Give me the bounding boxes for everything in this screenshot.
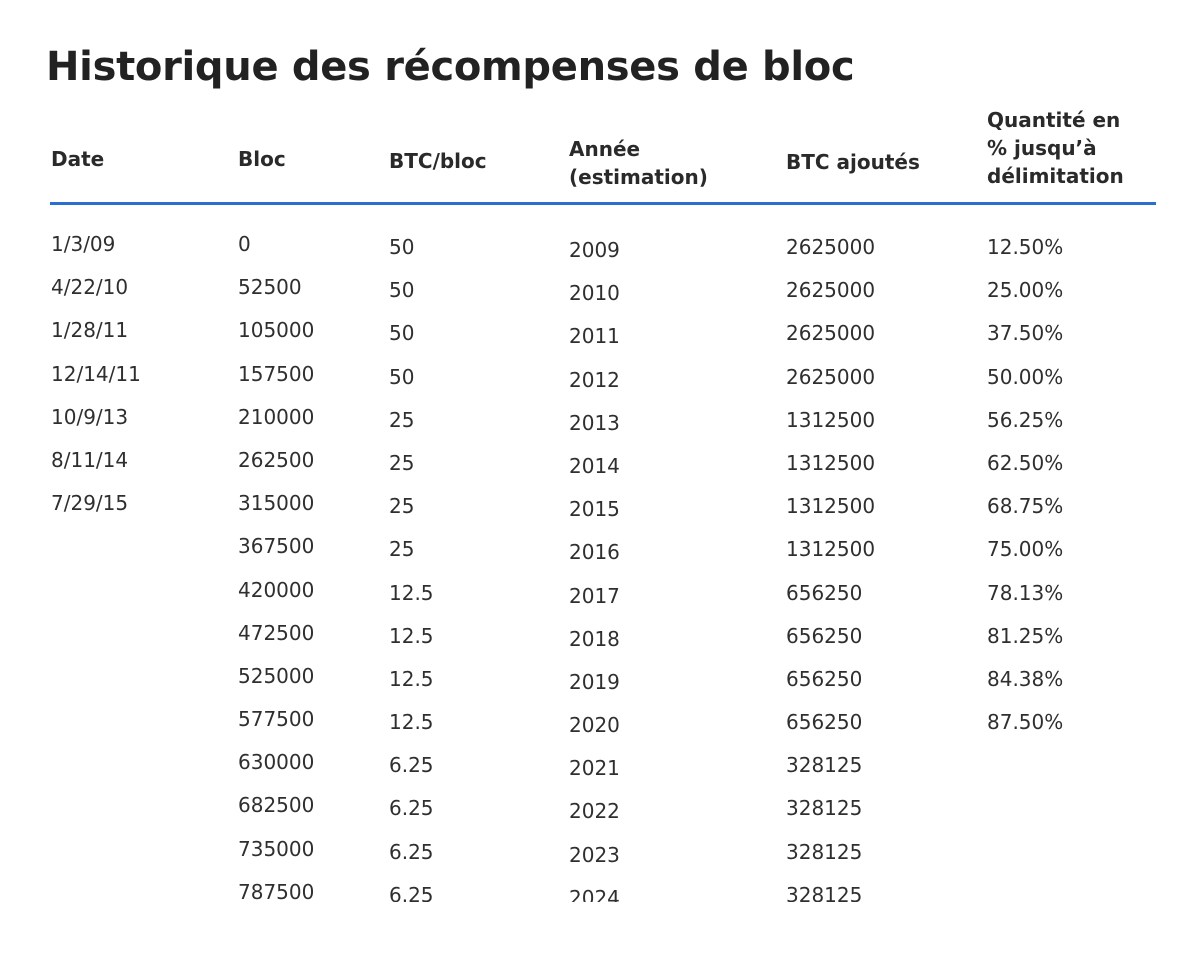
column-date: 1/3/09 4/22/10 1/28/11 12/14/11 10/9/13 8/11/… bbox=[51, 230, 141, 532]
btc-added-cell: 328125 bbox=[786, 796, 863, 821]
date-cell: 7/29/15 bbox=[51, 491, 129, 516]
date-cell: 8/11/14 bbox=[51, 447, 129, 472]
date-cell: 1/28/11 bbox=[51, 318, 129, 343]
year-cell: 2015 bbox=[569, 497, 620, 522]
btc-added-cell: 1312500 bbox=[786, 407, 876, 432]
block-cell: 630000 bbox=[238, 750, 315, 775]
btc-added-cell: 656250 bbox=[786, 710, 863, 735]
block-cell: 0 bbox=[238, 232, 251, 256]
date-cell: 12/14/11 bbox=[51, 361, 141, 386]
btc-per-block-cell: 6.25 bbox=[389, 839, 434, 864]
column-percent: 12.50% 25.00% 37.50% 50.00% 56.25% 62.50% 68.7… bbox=[987, 233, 1063, 751]
btc-per-block-cell: 6.25 bbox=[389, 753, 434, 778]
btc-added-cell: 1312500 bbox=[786, 494, 876, 519]
block-cell: 157500 bbox=[238, 361, 315, 386]
column-header-block: Bloc bbox=[238, 147, 286, 171]
btc-per-block-cell: 50 bbox=[389, 235, 415, 259]
year-cell: 2016 bbox=[569, 540, 620, 565]
column-header-date: Date bbox=[51, 147, 105, 171]
block-cell: 367500 bbox=[238, 534, 315, 559]
btc-per-block-cell: 25 bbox=[389, 494, 415, 519]
percent-cell: 75.00% bbox=[987, 537, 1064, 562]
year-cell: 2011 bbox=[569, 324, 620, 349]
btc-per-block-cell: 25 bbox=[389, 537, 415, 562]
percent-cell: 12.50% bbox=[987, 235, 1064, 259]
bottom-crop-mask bbox=[0, 902, 1200, 970]
btc-added-cell: 2625000 bbox=[786, 278, 876, 303]
block-cell: 420000 bbox=[238, 577, 315, 602]
btc-added-cell: 2625000 bbox=[786, 364, 876, 389]
date-cell: 4/22/10 bbox=[51, 275, 129, 300]
block-cell: 262500 bbox=[238, 447, 315, 472]
btc-added-cell: 656250 bbox=[786, 666, 863, 691]
btc-per-block-cell: 25 bbox=[389, 450, 415, 475]
column-year: 2009 2010 2011 2012 2013 2014 2015 2016 2017 2018… bbox=[569, 236, 620, 927]
column-header-year: Année (estimation) bbox=[569, 137, 708, 189]
year-cell: 2023 bbox=[569, 842, 620, 867]
percent-cell: 62.50% bbox=[987, 450, 1064, 475]
btc-added-cell: 1312500 bbox=[786, 450, 876, 475]
column-btc-per-block: 50 50 50 50 25 25 25 25 12.5 12.5 12.5 12.5 6.25 6.25… bbox=[389, 233, 434, 924]
column-header-btc-per-block: BTC/bloc bbox=[389, 149, 487, 173]
column-block: 0 52500 105000 157500 210000 262500 315000 3675… bbox=[238, 230, 314, 921]
date-cell: 10/9/13 bbox=[51, 404, 129, 429]
block-cell: 735000 bbox=[238, 836, 315, 861]
btc-per-block-cell: 50 bbox=[389, 321, 415, 346]
block-cell: 105000 bbox=[238, 318, 315, 343]
year-cell: 2019 bbox=[569, 669, 620, 694]
block-cell: 52500 bbox=[238, 275, 302, 300]
btc-per-block-cell: 50 bbox=[389, 364, 415, 389]
btc-per-block-cell: 12.5 bbox=[389, 666, 434, 691]
btc-per-block-cell: 12.5 bbox=[389, 580, 434, 605]
block-cell: 315000 bbox=[238, 491, 315, 516]
block-cell: 577500 bbox=[238, 707, 315, 732]
year-cell: 2021 bbox=[569, 756, 620, 781]
percent-cell: 84.38% bbox=[987, 666, 1064, 691]
block-cell: 525000 bbox=[238, 663, 315, 688]
year-cell: 2009 bbox=[569, 238, 620, 262]
year-cell: 2017 bbox=[569, 583, 620, 608]
percent-cell: 68.75% bbox=[987, 494, 1064, 519]
page-title: Historique des récompenses de bloc bbox=[46, 44, 855, 90]
year-cell: 2012 bbox=[569, 367, 620, 392]
percent-cell: 56.25% bbox=[987, 407, 1064, 432]
btc-added-cell: 2625000 bbox=[786, 235, 876, 259]
btc-added-cell: 328125 bbox=[786, 753, 863, 778]
percent-cell: 87.50% bbox=[987, 710, 1064, 735]
block-cell: 787500 bbox=[238, 879, 315, 904]
btc-added-cell: 1312500 bbox=[786, 537, 876, 562]
date-cell: 1/3/09 bbox=[51, 232, 116, 256]
btc-per-block-cell: 25 bbox=[389, 407, 415, 432]
year-cell: 2010 bbox=[569, 281, 620, 306]
percent-cell: 37.50% bbox=[987, 321, 1064, 346]
btc-added-cell: 2625000 bbox=[786, 321, 876, 346]
header-divider bbox=[50, 202, 1156, 205]
btc-added-cell: 656250 bbox=[786, 580, 863, 605]
btc-per-block-cell: 50 bbox=[389, 278, 415, 303]
column-header-percent: Quantité en % jusqu’à délimitation bbox=[987, 108, 1124, 188]
block-cell: 210000 bbox=[238, 404, 315, 429]
btc-added-cell: 656250 bbox=[786, 623, 863, 648]
year-cell: 2018 bbox=[569, 626, 620, 651]
year-cell: 2022 bbox=[569, 799, 620, 824]
year-cell: 2020 bbox=[569, 713, 620, 738]
year-cell: 2014 bbox=[569, 453, 620, 478]
btc-per-block-cell: 6.25 bbox=[389, 796, 434, 821]
column-header-btc-added: BTC ajoutés bbox=[786, 150, 920, 174]
percent-cell: 50.00% bbox=[987, 364, 1064, 389]
btc-per-block-cell: 12.5 bbox=[389, 710, 434, 735]
column-btc-added: 2625000 2625000 2625000 2625000 1312500 13125… bbox=[786, 233, 875, 924]
block-cell: 472500 bbox=[238, 620, 315, 645]
btc-per-block-cell: 12.5 bbox=[389, 623, 434, 648]
year-cell: 2013 bbox=[569, 410, 620, 435]
percent-cell: 81.25% bbox=[987, 623, 1064, 648]
percent-cell: 78.13% bbox=[987, 580, 1064, 605]
btc-added-cell: 328125 bbox=[786, 839, 863, 864]
percent-cell: 25.00% bbox=[987, 278, 1064, 303]
block-cell: 682500 bbox=[238, 793, 315, 818]
